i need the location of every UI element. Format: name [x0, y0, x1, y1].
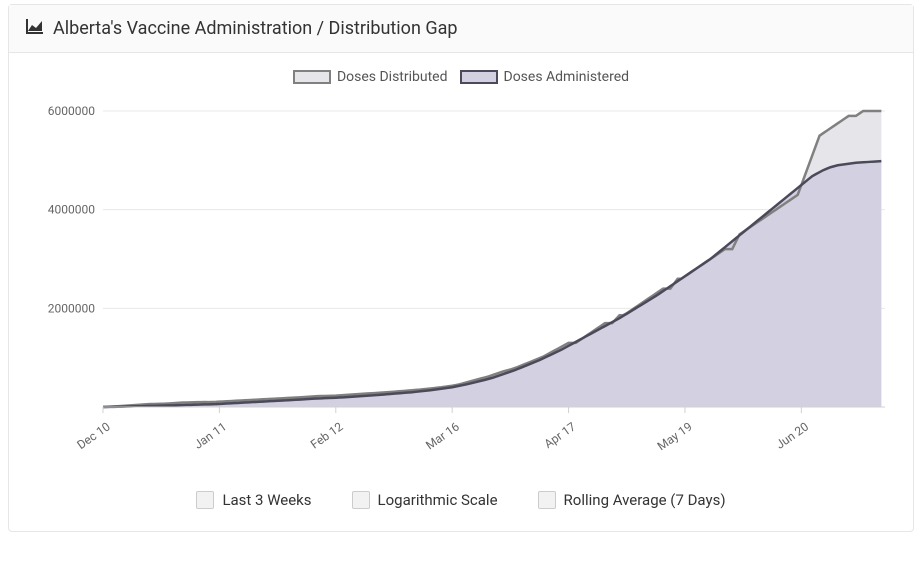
chart-controls: Last 3 Weeks Logarithmic Scale Rolling A… [25, 477, 897, 523]
legend-label-administered: Doses Administered [504, 69, 630, 85]
area-chart-icon [25, 17, 45, 40]
checkbox-label: Rolling Average (7 Days) [564, 491, 726, 509]
svg-text:Mar 16: Mar 16 [423, 419, 462, 452]
legend-item-administered[interactable]: Doses Administered [460, 69, 630, 85]
checkbox-label: Logarithmic Scale [378, 491, 498, 509]
legend-label-distributed: Doses Distributed [337, 69, 448, 85]
chart-plot-area: 2000000 4000000 6000000 Dec 10 Jan 11 Feb 12 M… [25, 97, 897, 477]
svg-text:Apr 17: Apr 17 [542, 419, 579, 451]
chart-legend: Doses Distributed Doses Administered [25, 69, 897, 85]
svg-text:Feb 12: Feb 12 [308, 419, 346, 451]
checkbox-icon [196, 491, 214, 509]
svg-text:May 19: May 19 [655, 419, 695, 453]
svg-text:4000000: 4000000 [48, 203, 95, 217]
checkbox-label: Last 3 Weeks [222, 491, 311, 509]
svg-text:Jun 20: Jun 20 [773, 419, 811, 451]
card-header: Alberta's Vaccine Administration / Distr… [9, 5, 913, 53]
svg-text:Dec 10: Dec 10 [74, 419, 113, 452]
svg-text:6000000: 6000000 [48, 104, 95, 118]
checkbox-icon [538, 491, 556, 509]
chart-card: Alberta's Vaccine Administration / Distr… [8, 4, 914, 532]
checkbox-icon [352, 491, 370, 509]
checkbox-rolling-average[interactable]: Rolling Average (7 Days) [538, 491, 726, 509]
area-chart-svg: 2000000 4000000 6000000 Dec 10 Jan 11 Feb 12 M… [25, 97, 895, 477]
checkbox-log-scale[interactable]: Logarithmic Scale [352, 491, 498, 509]
svg-text:2000000: 2000000 [48, 301, 95, 315]
legend-swatch-administered [460, 70, 498, 84]
chart-title: Alberta's Vaccine Administration / Distr… [53, 18, 458, 39]
card-body: Doses Distributed Doses Administered 200… [9, 53, 913, 531]
legend-item-distributed[interactable]: Doses Distributed [293, 69, 448, 85]
checkbox-last-3-weeks[interactable]: Last 3 Weeks [196, 491, 311, 509]
legend-swatch-distributed [293, 70, 331, 84]
svg-text:Jan 11: Jan 11 [191, 419, 229, 451]
